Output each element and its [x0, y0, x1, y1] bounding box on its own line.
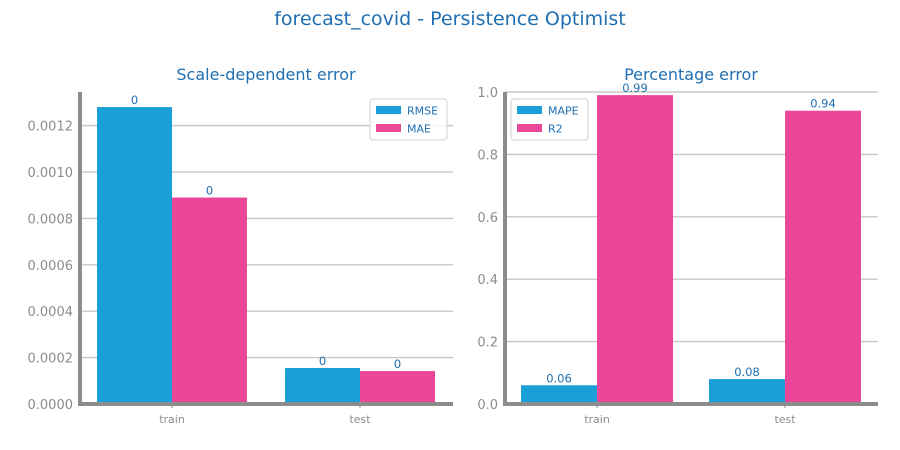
bar-value-label: 0: [206, 184, 213, 198]
y-tick-label: 0.0000: [28, 398, 74, 413]
legend-swatch: [376, 124, 401, 132]
bar-value-label: 0.94: [810, 97, 836, 111]
subplot-title: Scale-dependent error: [176, 65, 356, 84]
y-tick-label: 0.4: [477, 273, 498, 288]
bar-rmse-train: [97, 107, 172, 404]
legend-entry: MAE: [407, 123, 431, 136]
legend-entry: RMSE: [407, 105, 438, 118]
bar-r2-train: [597, 95, 673, 405]
y-tick-label: 0.6: [477, 211, 498, 226]
y-tick-label: 0.2: [477, 336, 498, 351]
y-tick-label: 0.0002: [28, 352, 74, 367]
panel-percentage-error: Percentage error 0.0 0.2 0.4 0.6 0.8 1.0 0.06 0.…: [477, 65, 878, 426]
legend-entry: R2: [548, 123, 563, 136]
y-tick-label: 0.0004: [28, 305, 74, 320]
y-tick-label: 0.0006: [28, 259, 74, 274]
y-tick-label: 0.0012: [28, 120, 74, 135]
bar-mae-train: [172, 197, 247, 404]
bar-mape-train: [521, 385, 597, 404]
legend-swatch: [376, 106, 401, 114]
bar-rmse-test: [285, 368, 360, 404]
bar-r2-test: [785, 110, 861, 404]
figure-title: forecast_covid - Persistence Optimist: [274, 8, 626, 30]
legend: MAPE R2: [510, 98, 589, 141]
bar-value-label: 0.08: [734, 365, 760, 379]
bar-value-label: 0.99: [622, 81, 648, 95]
y-tick-label: 0.0008: [28, 212, 74, 227]
y-tick-label: 0.0010: [28, 166, 74, 181]
x-tick-label: train: [584, 413, 610, 426]
bar-value-label: 0.06: [546, 371, 572, 385]
legend-swatch: [517, 106, 542, 114]
panel-scale-dependent-error: Scale-dependent error 0.0000 0.0002 0.0004 0…: [28, 65, 453, 426]
x-tick-label: test: [349, 413, 371, 426]
bar-mae-test: [360, 371, 435, 404]
legend-swatch: [517, 124, 542, 132]
y-tick-label: 1.0: [477, 86, 498, 101]
y-tick-label: 0.8: [477, 148, 498, 163]
subplot-title: Percentage error: [624, 65, 758, 84]
bar-mape-test: [709, 379, 785, 404]
y-tick-label: 0.0: [477, 398, 498, 413]
bar-value-label: 0: [319, 354, 326, 368]
legend: RMSE MAE: [369, 98, 448, 141]
x-tick-label: train: [159, 413, 185, 426]
bar-value-label: 0: [394, 357, 401, 371]
legend-entry: MAPE: [548, 105, 579, 118]
bar-value-label: 0: [131, 93, 138, 107]
x-tick-label: test: [774, 413, 796, 426]
